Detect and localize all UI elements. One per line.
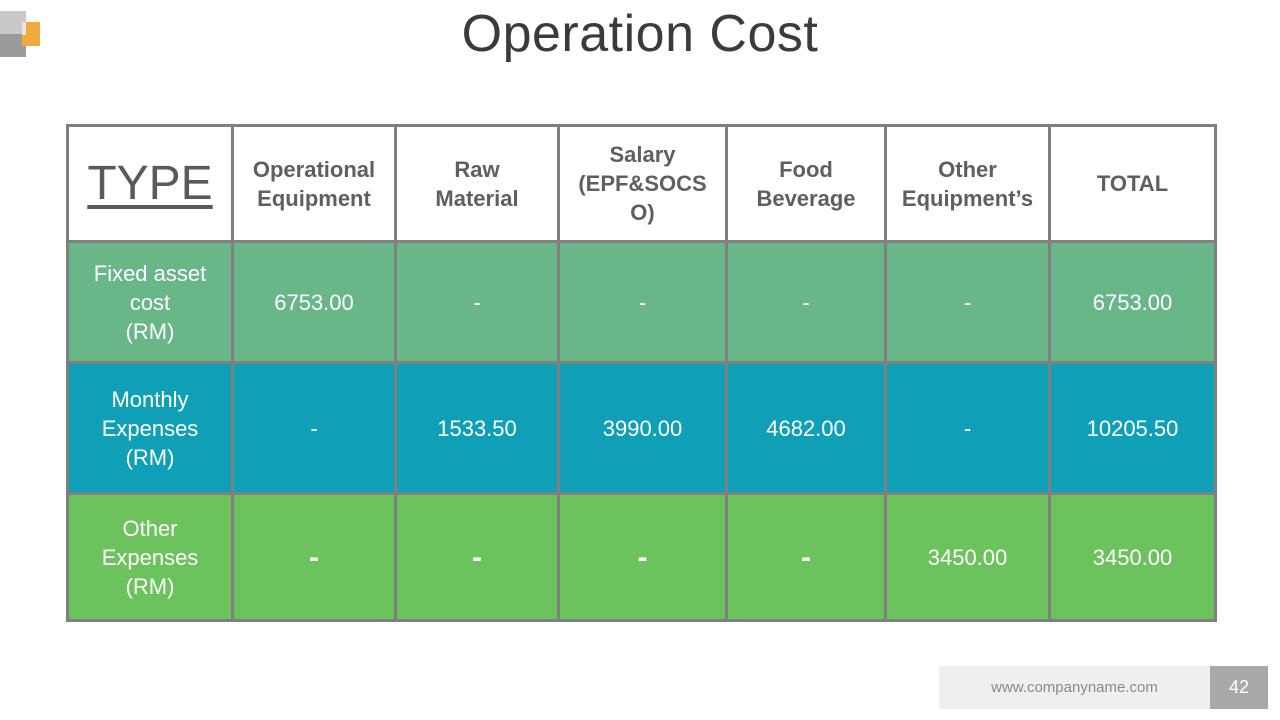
- logo-square-overlap: [22, 22, 26, 35]
- header-other-equipment: Other Equipment’s: [884, 124, 1051, 243]
- header-line: Material: [435, 185, 519, 211]
- header-salary: Salary (EPF&SOCS O): [557, 124, 728, 243]
- table-cell: 6753.00: [231, 240, 397, 364]
- logo-squares: [0, 0, 44, 60]
- table-cell-total: 3450.00: [1048, 492, 1217, 622]
- table-cell: 4682.00: [725, 361, 887, 495]
- table-cell: -: [394, 492, 560, 622]
- header-operational-equipment: Operational Equipment: [231, 124, 397, 243]
- row-label-line: (RM): [125, 318, 175, 344]
- header-line: Equipment’s: [901, 185, 1034, 211]
- logo-square-light: [0, 11, 26, 35]
- table-cell: -: [884, 361, 1051, 495]
- row-label-line: Expenses: [101, 415, 199, 441]
- header-line: Other: [938, 156, 997, 182]
- table-cell: 3990.00: [557, 361, 728, 495]
- operation-cost-table: TYPE Operational Equipment Raw Material …: [66, 124, 1217, 622]
- table-cell: 3450.00: [884, 492, 1051, 622]
- logo-square-orange: [22, 22, 40, 46]
- header-type: TYPE: [66, 124, 234, 243]
- table-cell: -: [231, 492, 397, 622]
- table-cell: -: [725, 492, 887, 622]
- table-cell-total: 6753.00: [1048, 240, 1217, 364]
- slide-title: Operation Cost: [461, 5, 819, 63]
- row-label-line: cost: [129, 289, 171, 315]
- row-label: Monthly Expenses (RM): [66, 361, 234, 495]
- table-cell: -: [557, 240, 728, 364]
- table-row: Monthly Expenses (RM) - 1533.50 3990.00 …: [66, 361, 1217, 495]
- table-cell: 1533.50: [394, 361, 560, 495]
- header-line: Raw: [454, 156, 500, 182]
- row-label-line: Other: [122, 515, 178, 541]
- row-label-line: Expenses: [101, 544, 199, 570]
- header-line: Food: [779, 156, 833, 182]
- logo-square-dark: [0, 34, 26, 57]
- header-food-beverage: Food Beverage: [725, 124, 887, 243]
- header-line: Salary: [609, 142, 676, 167]
- page-number: 42: [1210, 666, 1268, 709]
- table-row: Fixed asset cost (RM) 6753.00 - - - - 67…: [66, 240, 1217, 364]
- table-row: Other Expenses (RM) - - - - 3450.00 3450…: [66, 492, 1217, 622]
- header-line: Operational: [252, 156, 376, 182]
- table-cell: -: [884, 240, 1051, 364]
- header-total: TOTAL: [1048, 124, 1217, 243]
- header-raw-material: Raw Material: [394, 124, 560, 243]
- row-label-line: Monthly: [111, 386, 189, 412]
- row-label-line: (RM): [125, 444, 175, 470]
- header-line: O): [630, 200, 655, 225]
- header-line: (EPF&SOCS: [578, 171, 707, 196]
- table-cell-total: 10205.50: [1048, 361, 1217, 495]
- row-label-line: (RM): [125, 573, 175, 599]
- row-label: Fixed asset cost (RM): [66, 240, 234, 364]
- row-label: Other Expenses (RM): [66, 492, 234, 622]
- table-cell: -: [231, 361, 397, 495]
- row-label-line: Fixed asset: [93, 260, 207, 286]
- header-line: Equipment: [257, 185, 371, 211]
- header-line: Beverage: [756, 185, 856, 211]
- table-header-row: TYPE Operational Equipment Raw Material …: [66, 124, 1217, 243]
- table-cell: -: [725, 240, 887, 364]
- table-cell: -: [557, 492, 728, 622]
- table-cell: -: [394, 240, 560, 364]
- footer-website: www.companyname.com: [939, 666, 1210, 709]
